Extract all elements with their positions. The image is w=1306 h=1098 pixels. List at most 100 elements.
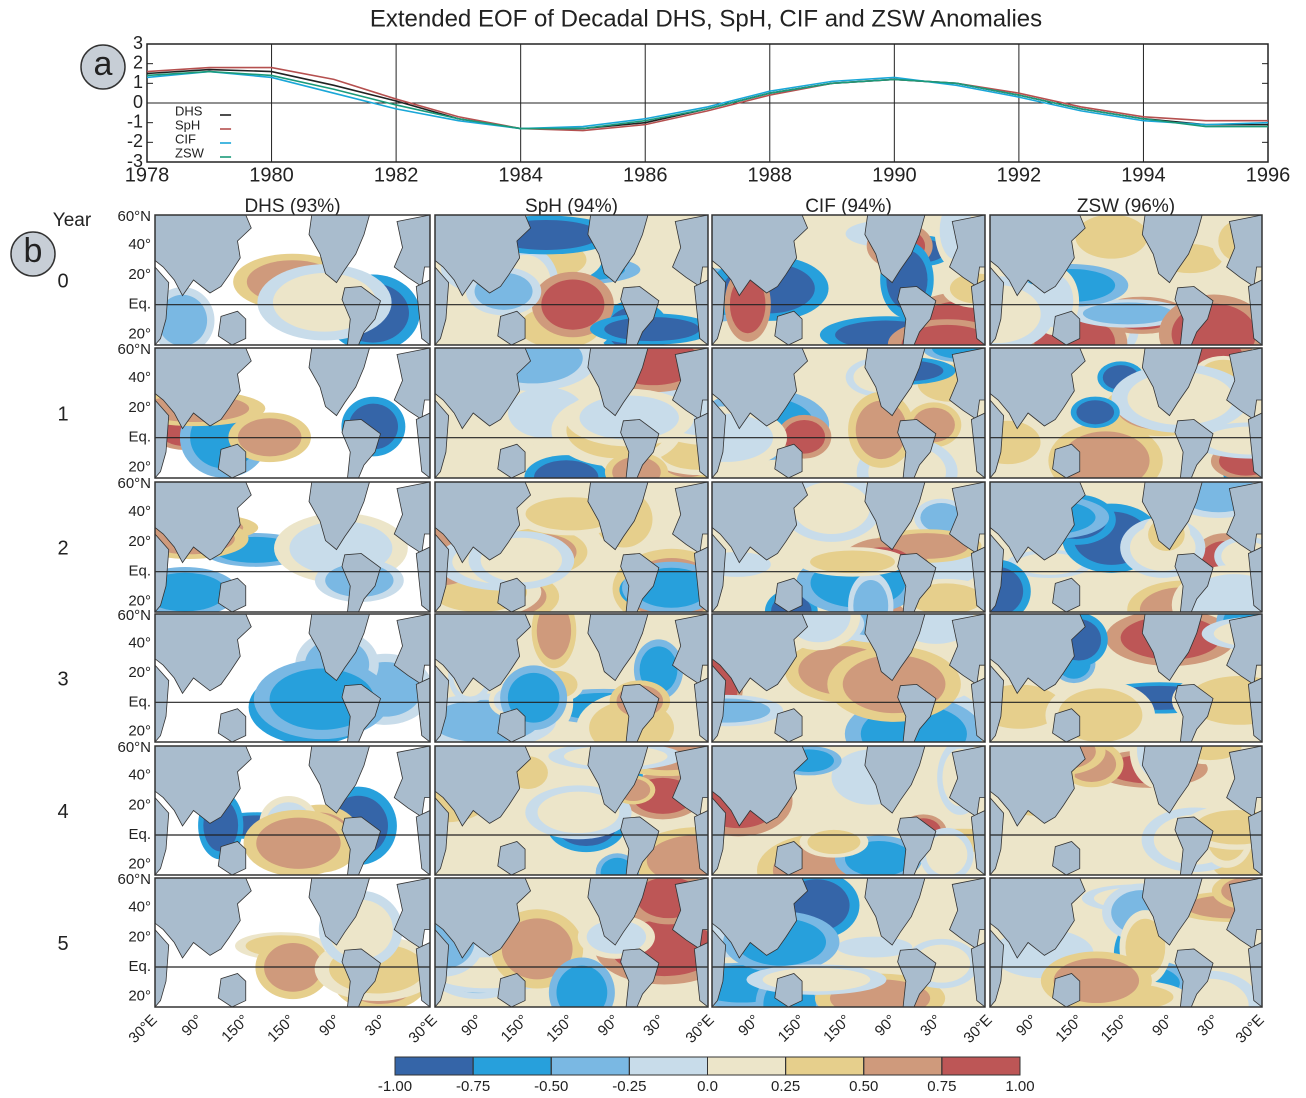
x-tick-label: 1994 (1121, 164, 1166, 186)
row-label: 5 (57, 933, 68, 955)
lat-label: 20° (128, 723, 151, 740)
series-line (147, 68, 1268, 131)
lon-label: 90° (458, 1012, 486, 1040)
row-label: 1 (57, 403, 68, 425)
colorbar-cell (708, 1057, 786, 1075)
y-tick-label: -3 (127, 151, 143, 171)
lon-label: 30°E (960, 1012, 995, 1047)
x-tick-label: 1992 (997, 164, 1042, 186)
contour-blob (807, 830, 860, 854)
x-tick-label: 1980 (249, 164, 294, 186)
map-panel (155, 878, 439, 1011)
lon-label: 30°E (125, 1012, 160, 1047)
lat-label: 20° (128, 399, 151, 416)
column-title: CIF (94%) (805, 196, 892, 217)
lat-label: 40° (128, 369, 151, 386)
lat-label: 20° (128, 988, 151, 1005)
lat-label: 40° (128, 634, 151, 651)
panel-label: b (24, 232, 43, 270)
lon-label: 90° (1013, 1012, 1041, 1040)
lon-label: 90° (316, 1012, 344, 1040)
y-tick-label: -1 (127, 111, 143, 131)
map-panel (435, 215, 714, 358)
lat-label: 20° (128, 266, 151, 283)
lat-label: 60°N (117, 739, 151, 756)
map-panel (654, 192, 1029, 369)
lat-label: Eq. (128, 826, 151, 843)
lat-label: Eq. (128, 296, 151, 313)
row-label: 2 (57, 537, 68, 559)
lon-label: 30° (640, 1012, 668, 1040)
lat-label: 20° (128, 928, 151, 945)
map-panel (666, 334, 1005, 507)
lat-label: 60°N (117, 475, 151, 492)
lat-label: 20° (128, 664, 151, 681)
lon-label: 30° (362, 1012, 390, 1040)
lon-label: 150° (1052, 1012, 1086, 1046)
map-panel (151, 215, 430, 354)
colorbar-label: -0.25 (612, 1078, 646, 1095)
x-tick-label: 1984 (498, 164, 543, 186)
column-title: DHS (93%) (244, 196, 340, 217)
lat-label: 60°N (117, 607, 151, 624)
lat-label: 20° (128, 459, 151, 476)
lat-label: 60°N (117, 208, 151, 225)
figure: Extended EOF of Decadal DHS, SpH, CIF an… (0, 0, 1306, 1098)
legend-label: DHS (175, 103, 203, 118)
colorbar-label: 0.75 (927, 1078, 956, 1095)
x-tick-label: 1996 (1246, 164, 1291, 186)
colorbar-label: -0.50 (534, 1078, 568, 1095)
colorbar-cell (629, 1057, 707, 1075)
lat-label: 20° (128, 533, 151, 550)
legend-label: ZSW (175, 145, 205, 160)
lon-label: 30° (1194, 1012, 1222, 1040)
contour-blob (1075, 215, 1147, 259)
lon-label: 150° (498, 1012, 532, 1046)
panel-label: a (94, 45, 113, 83)
legend-label: SpH (175, 117, 200, 132)
lon-label: 150° (775, 1012, 809, 1046)
legend-label: CIF (175, 131, 196, 146)
map-panel (155, 614, 433, 745)
colorbar-label: -0.75 (456, 1078, 490, 1095)
row-label: 0 (57, 270, 68, 292)
chart-title: Extended EOF of Decadal DHS, SpH, CIF an… (370, 5, 1042, 32)
contour-blob (810, 550, 895, 573)
map-panel (415, 593, 708, 764)
series-line (147, 72, 1268, 129)
column-title: SpH (94%) (525, 196, 618, 217)
x-tick-label: 1988 (748, 164, 793, 186)
x-tick-label: 1990 (872, 164, 917, 186)
map-panel (128, 482, 430, 617)
x-tick-label: 1986 (623, 164, 668, 186)
lon-label: 150° (543, 1012, 577, 1046)
lon-label: 150° (264, 1012, 298, 1046)
map-panel (965, 598, 1306, 750)
lat-label: 40° (128, 503, 151, 520)
lat-label: 40° (128, 236, 151, 253)
y-tick-label: 1 (133, 72, 143, 92)
contour-blob (256, 818, 341, 869)
lon-label: 30°E (682, 1012, 717, 1047)
lat-label: 60°N (117, 341, 151, 358)
lat-label: 20° (128, 796, 151, 813)
row-title: Year (53, 210, 92, 231)
colorbar-label: 1.00 (1005, 1078, 1034, 1095)
colorbar-cell (551, 1057, 629, 1075)
colorbar-cell (942, 1057, 1020, 1075)
colorbar-label: -1.00 (378, 1078, 412, 1095)
lon-label: 150° (218, 1012, 252, 1046)
lon-label: 90° (178, 1012, 206, 1040)
lat-label: Eq. (128, 693, 151, 710)
colorbar-cell (473, 1057, 551, 1075)
row-label: 4 (57, 801, 68, 823)
map-panel (389, 478, 731, 628)
lat-label: 40° (128, 899, 151, 916)
y-tick-label: -2 (127, 131, 143, 151)
lon-label: 90° (595, 1012, 623, 1040)
lat-label: 60°N (117, 871, 151, 888)
lon-label: 30°E (1232, 1012, 1267, 1047)
lon-label: 90° (872, 1012, 900, 1040)
row-label: 3 (57, 668, 68, 690)
lat-label: Eq. (128, 563, 151, 580)
